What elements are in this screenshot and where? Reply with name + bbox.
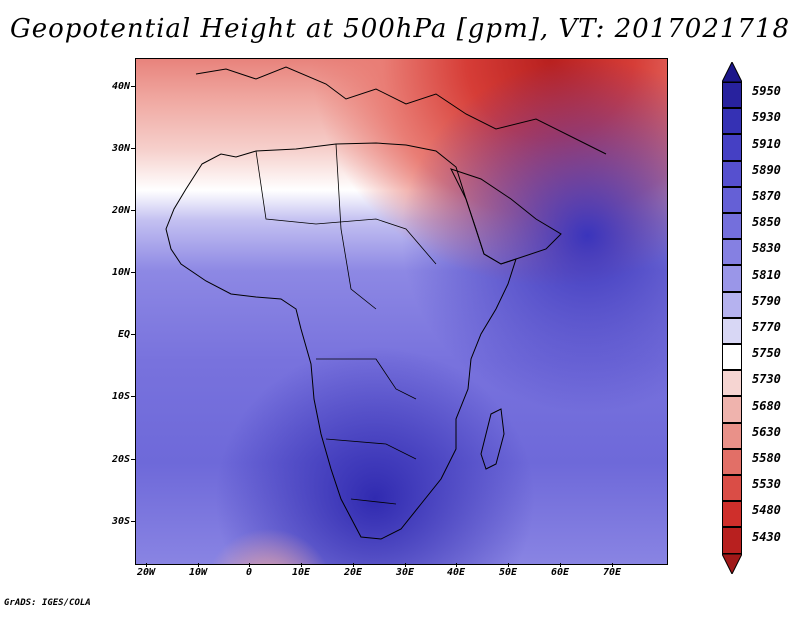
- colorbar-swatch: [722, 160, 742, 187]
- lon-tick: [249, 563, 250, 567]
- colorbar-label: 5680: [752, 398, 781, 413]
- lon-tick: [560, 563, 561, 567]
- lon-label-30e: 30E: [395, 567, 415, 578]
- colorbar-label: 5530: [752, 477, 781, 492]
- colorbar-swatch: [722, 317, 742, 344]
- lat-tick: [131, 210, 135, 211]
- lon-tick: [405, 563, 406, 567]
- lon-label-10w: 10W: [188, 567, 208, 578]
- lat-label-20n: 20N: [111, 205, 130, 216]
- colorbar-swatch: [722, 501, 742, 528]
- lon-label-10e: 10E: [291, 567, 311, 578]
- colorbar-swatch: [722, 396, 742, 423]
- lat-tick: [131, 86, 135, 87]
- map-title: Geopotential Height at 500hPa [gpm], VT:…: [9, 14, 791, 44]
- colorbar-label: 5810: [752, 267, 781, 282]
- lon-tick: [612, 563, 613, 567]
- colorbar-label: 5830: [752, 241, 781, 256]
- colorbar-bottom-arrow: [722, 553, 742, 574]
- colorbar-swatch: [722, 527, 742, 554]
- colorbar-label: 5850: [752, 215, 781, 230]
- colorbar-swatch: [722, 213, 742, 240]
- lat-tick: [131, 459, 135, 460]
- colorbar-swatch: [722, 82, 742, 109]
- colorbar-label: 5630: [752, 424, 781, 439]
- colorbar-swatch: [722, 239, 742, 266]
- lon-label-20e: 20E: [343, 567, 363, 578]
- lat-label-20s: 20S: [111, 454, 130, 465]
- colorbar-label: 5770: [752, 319, 781, 334]
- colorbar-label: 5930: [752, 110, 781, 125]
- lon-label-50e: 50E: [498, 567, 518, 578]
- colorbar-label: 5750: [752, 346, 781, 361]
- lon-label-70e: 70E: [602, 567, 622, 578]
- lon-label-20w: 20W: [136, 567, 156, 578]
- colorbar-label: 5870: [752, 188, 781, 203]
- colorbar-swatch: [722, 370, 742, 397]
- lat-tick: [131, 148, 135, 149]
- lat-label-30s: 30S: [111, 516, 130, 527]
- lat-tick: [131, 521, 135, 522]
- lat-tick: [131, 272, 135, 273]
- lon-label-0: 0: [245, 567, 253, 578]
- lat-label-10s: 10S: [111, 391, 130, 402]
- colorbar-label: 5910: [752, 136, 781, 151]
- lat-tick: [131, 334, 135, 335]
- colorbar-swatch: [722, 448, 742, 475]
- grads-credit: GrADS: IGES/COLA: [4, 598, 91, 608]
- colorbar-swatch: [722, 108, 742, 135]
- lat-label-10n: 10N: [111, 267, 130, 278]
- lat-label-30n: 30N: [111, 143, 130, 154]
- colorbar-swatch: [722, 422, 742, 449]
- colorbar-label: 5480: [752, 503, 781, 518]
- colorbar-swatch: [722, 475, 742, 502]
- lon-label-60e: 60E: [550, 567, 570, 578]
- lon-tick: [508, 563, 509, 567]
- colorbar-label: 5580: [752, 450, 781, 465]
- colorbar-label: 5430: [752, 529, 781, 544]
- lon-label-40e: 40E: [446, 567, 466, 578]
- colorbar-swatch: [722, 344, 742, 371]
- lat-label-40n: 40N: [111, 81, 130, 92]
- map-plot-area: [135, 58, 668, 565]
- colorbar-label: 5730: [752, 372, 781, 387]
- lon-tick: [353, 563, 354, 567]
- colorbar-swatch: [722, 265, 742, 292]
- lat-label-eq: EQ: [117, 329, 130, 340]
- colorbar-top-arrow: [722, 62, 742, 82]
- colorbar-label: 5950: [752, 84, 781, 99]
- lat-tick: [131, 396, 135, 397]
- colorbar-swatch: [722, 186, 742, 213]
- lon-tick: [456, 563, 457, 567]
- lon-tick: [301, 563, 302, 567]
- colorbar-swatch: [722, 291, 742, 318]
- lon-tick: [198, 563, 199, 567]
- colorbar-label: 5890: [752, 162, 781, 177]
- lon-tick: [146, 563, 147, 567]
- colorbar-label: 5790: [752, 293, 781, 308]
- colorbar-swatch: [722, 134, 742, 161]
